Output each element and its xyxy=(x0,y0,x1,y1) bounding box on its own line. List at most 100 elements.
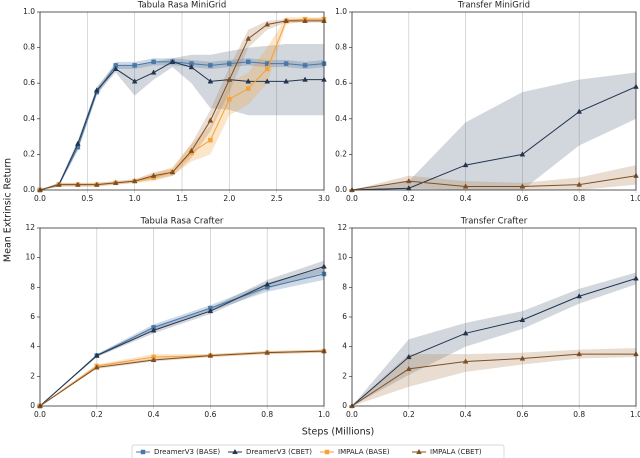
data-point xyxy=(112,179,119,185)
data-point xyxy=(245,78,252,84)
data-point xyxy=(302,63,308,68)
x-tick-label: 0.2 xyxy=(403,194,415,203)
data-point xyxy=(169,58,176,64)
y-tick-label: 0.0 xyxy=(335,185,347,194)
x-tick-label: 2.0 xyxy=(223,194,235,203)
data-point xyxy=(150,327,157,333)
y-tick-label: 0.2 xyxy=(335,149,347,158)
series-line xyxy=(39,61,324,191)
data-point xyxy=(302,76,308,82)
series-line xyxy=(39,273,325,407)
data-point xyxy=(462,330,469,336)
data-point xyxy=(208,137,213,143)
y-tick-label: 0 xyxy=(342,401,347,410)
y-tick-label: 12 xyxy=(25,223,35,232)
data-point xyxy=(207,117,214,123)
confidence-band xyxy=(352,165,636,190)
data-point xyxy=(302,17,308,23)
data-point xyxy=(188,64,195,70)
data-point xyxy=(75,181,81,187)
y-tick-label: 10 xyxy=(337,253,347,262)
x-tick-label: 0.8 xyxy=(573,410,585,419)
confidence-band xyxy=(40,268,324,406)
series-line xyxy=(39,350,325,407)
data-point xyxy=(93,364,100,370)
y-tick-label: 8 xyxy=(342,282,347,291)
data-point xyxy=(245,35,252,41)
data-point xyxy=(207,78,214,84)
x-tick-label: 1.5 xyxy=(176,194,188,203)
plot-frame xyxy=(39,227,325,407)
data-point xyxy=(462,183,469,189)
data-point xyxy=(227,96,232,102)
data-point xyxy=(150,172,157,178)
subplot: Tabula Rasa MiniGrid 0.0 0.5 1.0 1.5 2.0 2.5 3.… xyxy=(23,1,330,204)
subplot-title: Transfer MiniGrid xyxy=(457,1,530,11)
legend-label: IMPALA (BASE) xyxy=(338,448,390,456)
data-point xyxy=(188,147,195,153)
x-tick-label: 0.5 xyxy=(81,194,93,203)
data-point xyxy=(576,108,583,114)
y-tick-label: 1.0 xyxy=(23,7,35,16)
series-line xyxy=(39,61,325,191)
legend-marker xyxy=(416,448,422,455)
x-tick-label: 3.0 xyxy=(318,194,330,203)
data-point xyxy=(151,59,156,65)
data-point xyxy=(405,365,412,371)
legend-label: DreamerV3 (CBET) xyxy=(246,448,312,456)
y-tick-label: 2 xyxy=(30,371,35,380)
data-point xyxy=(93,87,100,93)
data-point xyxy=(132,63,137,68)
data-point xyxy=(405,177,412,184)
data-point xyxy=(207,352,214,358)
data-point xyxy=(264,21,271,27)
data-point xyxy=(150,69,157,75)
data-point xyxy=(207,307,214,314)
x-tick-label: 0.4 xyxy=(460,194,472,203)
x-tick-label: 0.8 xyxy=(573,194,585,203)
data-point xyxy=(462,358,469,364)
series-line xyxy=(351,86,637,191)
data-point xyxy=(226,76,233,82)
data-point xyxy=(405,353,412,360)
x-tick-label: 0.0 xyxy=(34,410,46,419)
confidence-band xyxy=(352,348,636,406)
y-tick-label: 0.2 xyxy=(23,149,35,158)
legend-label: DreamerV3 (BASE) xyxy=(154,448,220,456)
data-point xyxy=(131,177,138,184)
y-tick-label: 0.4 xyxy=(23,114,35,123)
x-tick-label: 0.4 xyxy=(460,410,472,419)
data-point xyxy=(264,66,270,72)
data-point xyxy=(462,161,469,168)
y-tick-label: 6 xyxy=(342,312,347,321)
data-point xyxy=(576,350,583,357)
y-tick-label: 0 xyxy=(30,401,35,410)
x-tick-label: 0.6 xyxy=(516,194,528,203)
legend: DreamerV3 (BASE) DreamerV3 (CBET) IMPALA (… xyxy=(131,444,505,458)
data-point xyxy=(283,78,289,84)
x-tick-label: 1.0 xyxy=(630,410,640,419)
x-tick-label: 2.5 xyxy=(271,194,283,203)
confidence-band xyxy=(40,44,324,190)
data-point xyxy=(56,181,62,187)
legend-marker xyxy=(140,449,146,455)
y-tick-label: 12 xyxy=(337,223,347,232)
legend-marker xyxy=(232,448,238,455)
series-line xyxy=(39,266,325,407)
confidence-band xyxy=(40,17,324,191)
data-point xyxy=(519,183,526,189)
y-tick-label: 6 xyxy=(30,312,35,321)
subplot-title: Transfer Crafter xyxy=(460,217,528,227)
data-point xyxy=(283,17,289,23)
y-tick-label: 0.0 xyxy=(23,185,35,194)
x-tick-label: 0.8 xyxy=(261,410,273,419)
data-point xyxy=(93,181,100,187)
y-tick-label: 2 xyxy=(342,371,347,380)
y-tick-label: 0.4 xyxy=(335,114,347,123)
y-tick-label: 0.8 xyxy=(23,43,35,52)
x-tick-label: 0.6 xyxy=(516,410,528,419)
y-tick-label: 4 xyxy=(30,342,35,351)
subplot: Transfer Crafter 0.0 0.2 0.4 0.6 0.8 1.0 0 2 4 6 8 1… xyxy=(337,217,640,420)
series-line xyxy=(351,353,636,407)
